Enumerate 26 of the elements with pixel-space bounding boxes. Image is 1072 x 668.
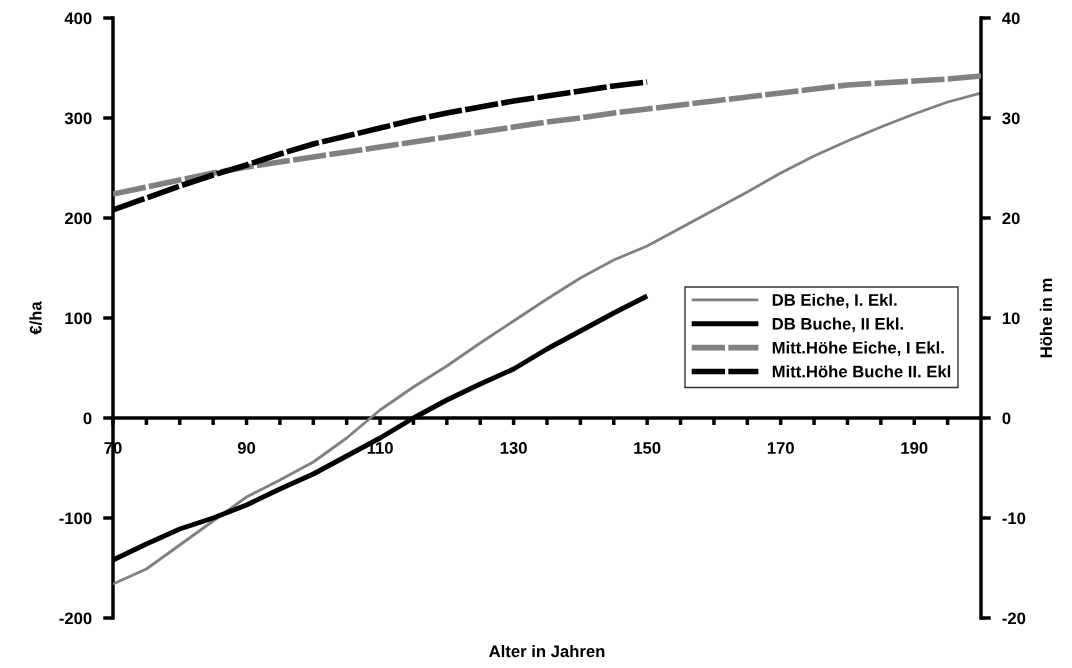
y2-tick-label: 10 [1002, 312, 1020, 325]
y-tick-label: -200 [59, 612, 92, 625]
y-tick-label: 100 [65, 312, 92, 325]
y2-axis-title: Höhe in m [1039, 278, 1053, 358]
y-tick-label: 300 [64, 112, 92, 125]
x-tick-label: 90 [237, 442, 256, 454]
y2-tick-label: 30 [1002, 112, 1020, 125]
y-tick-label: 400 [64, 12, 92, 25]
y2-tick-label: -10 [1002, 512, 1026, 525]
x-tick-label: 170 [767, 442, 794, 454]
legend-label: Mitt.Höhe Eiche, I Ekl. [772, 341, 944, 357]
legend-label: DB Eiche, I. Ekl. [772, 293, 897, 309]
y2-tick-label: -20 [1002, 612, 1026, 625]
x-tick-label: 130 [500, 442, 527, 454]
y-tick-label: 200 [64, 212, 92, 225]
legend-label: DB Buche, II Ekl. [772, 317, 903, 333]
x-tick-label: 190 [901, 442, 928, 454]
y2-tick-label: 0 [1002, 412, 1011, 425]
y2-tick-label: 40 [1002, 12, 1020, 25]
y-tick-label: 0 [83, 412, 92, 425]
y-tick-label: -100 [59, 512, 92, 525]
x-tick-label: 150 [634, 442, 661, 454]
legend-label: Mitt.Höhe Buche II. Ekl [772, 365, 951, 378]
x-axis-title: Alter in Jahren [489, 645, 605, 658]
y2-tick-label: 20 [1002, 212, 1020, 225]
y-axis-title: €/ha [29, 301, 42, 335]
